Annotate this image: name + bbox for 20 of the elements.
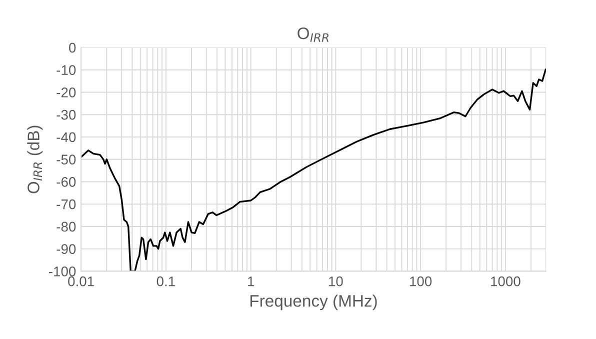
y-tick-label: -80: [56, 222, 76, 232]
y-tick-label: -60: [56, 177, 76, 187]
x-tick-label: 0.1: [156, 276, 175, 286]
x-tick-label: 1000: [491, 276, 520, 286]
y-tick-label: -50: [56, 154, 76, 164]
y-axis-title: O$_{IRR}$ (dB): [27, 126, 43, 194]
y-tick-label: 0: [69, 42, 76, 53]
x-tick-label: 1: [248, 276, 254, 286]
x-tick-label: 10: [329, 276, 343, 286]
y-tick-label: -40: [56, 132, 76, 142]
y-tick-label: -90: [56, 244, 76, 254]
y-tick-label: -100: [49, 266, 76, 276]
y-tick-label: -70: [56, 199, 76, 210]
y-tick-label: -30: [56, 110, 76, 120]
x-tick-label: 100: [410, 276, 432, 286]
y-tick-label: -20: [56, 88, 76, 98]
x-tick-label: 0.01: [68, 276, 94, 286]
y-tick-label: -10: [56, 65, 76, 76]
chart-title: O$_{IRR}$: [298, 27, 328, 42]
x-axis-title: Frequency (MHz): [250, 294, 377, 310]
